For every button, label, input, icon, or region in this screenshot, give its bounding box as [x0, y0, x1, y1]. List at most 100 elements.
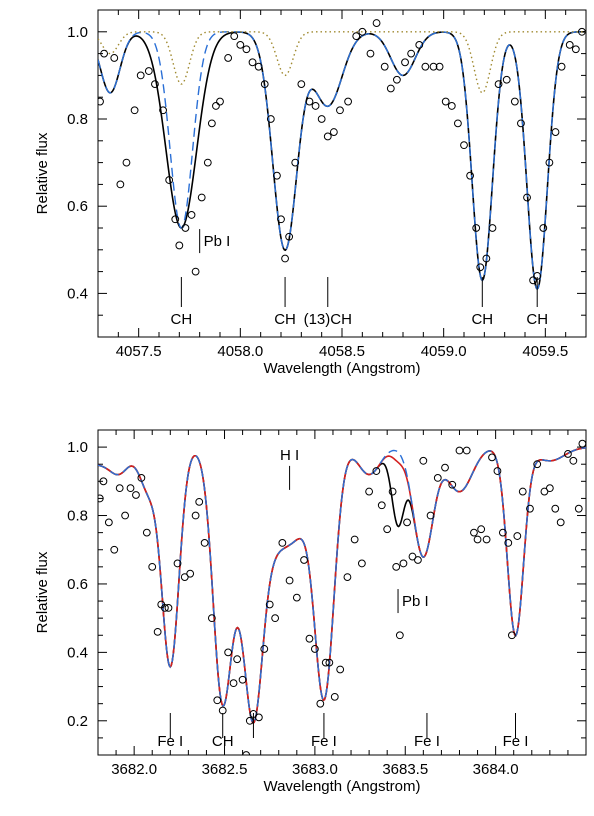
- chart-panel-1: 4057.5 4058.0 4058.5 4059.0 4059.5 0.4 0.6 0.8 1…: [34, 9, 587, 377]
- observed-point: [207, 119, 216, 128]
- observed-point: [187, 211, 196, 219]
- observed-point: [265, 600, 274, 609]
- annotation-label: Pb I: [204, 233, 231, 250]
- observed-point: [399, 559, 408, 568]
- observed-point: [419, 456, 428, 465]
- observed-point: [311, 102, 320, 110]
- chart-panel-2: 3682.0 3682.5 3683.0 3683.5 3684.0 0.2 0.4 0.6 0…: [34, 429, 587, 795]
- observed-point: [482, 535, 491, 544]
- observed-point: [266, 115, 275, 123]
- observed-point: [142, 528, 151, 537]
- observed-point: [571, 45, 580, 54]
- model-spectrum-solid-1: [98, 446, 586, 725]
- observed-point: [100, 49, 108, 58]
- observed-point: [212, 102, 220, 110]
- plot-area: [98, 439, 586, 755]
- observed-point: [218, 706, 227, 715]
- observed-point: [110, 54, 119, 62]
- observed-point: [126, 484, 135, 493]
- observed-point: [236, 40, 245, 49]
- observed-point: [466, 171, 475, 180]
- observed-point: [137, 473, 146, 482]
- model-spectrum-dotted-3: [98, 31, 586, 94]
- line-id-label: CH: [526, 311, 548, 328]
- observed-point: [395, 631, 404, 640]
- observed-point: [421, 62, 430, 71]
- observed-point: [271, 614, 280, 623]
- observed-point: [200, 538, 209, 547]
- observed-point: [197, 193, 206, 202]
- line-id-label: CH: [171, 311, 193, 328]
- observed-point: [523, 193, 531, 202]
- observed-point: [130, 106, 139, 115]
- observed-point: [556, 518, 565, 527]
- observed-point: [476, 263, 485, 272]
- model-spectrum-dashed-3: [98, 447, 586, 724]
- observed-point: [203, 158, 212, 167]
- observed-point: [352, 32, 361, 41]
- plot-area: [98, 19, 586, 291]
- observed-point: [260, 645, 269, 653]
- observed-point: [165, 176, 174, 184]
- observed-point: [159, 106, 167, 115]
- observed-point: [408, 552, 417, 561]
- observed-point: [472, 224, 481, 232]
- observed-point: [248, 58, 257, 67]
- observed-point: [435, 62, 444, 71]
- observed-point: [447, 102, 456, 110]
- observed-point: [207, 614, 216, 623]
- y-axis-title: Relative flux: [34, 551, 51, 633]
- y-tick-label: 0.6: [67, 198, 88, 215]
- observed-point: [336, 106, 344, 115]
- observed-point: [551, 128, 560, 136]
- observed-point: [98, 97, 104, 106]
- observed-point: [305, 634, 314, 643]
- observed-point: [460, 141, 468, 150]
- observed-point: [321, 658, 330, 667]
- x-tick-label: 4059.0: [421, 343, 467, 360]
- y-tick-label: 0.6: [67, 576, 88, 593]
- y-axis-title: Relative flux: [34, 132, 51, 214]
- observed-point: [191, 511, 200, 520]
- observed-point: [285, 232, 294, 241]
- observed-point: [414, 556, 422, 564]
- observed-point: [448, 480, 457, 489]
- observed-point: [564, 450, 572, 458]
- observed-point: [518, 487, 527, 496]
- observed-point: [366, 49, 375, 58]
- line-id-label: CH: [274, 311, 296, 328]
- observed-point: [229, 679, 238, 688]
- observed-point: [116, 180, 125, 189]
- observed-point: [330, 692, 339, 701]
- observed-point: [526, 504, 534, 513]
- x-tick-label: 4059.5: [522, 343, 568, 360]
- x-tick-label: 3682.0: [111, 761, 157, 778]
- y-tick-label: 0.4: [67, 644, 88, 661]
- x-tick-label: 3683.5: [382, 761, 428, 778]
- observed-point: [242, 45, 251, 54]
- observed-point: [494, 80, 503, 89]
- observed-point: [160, 603, 169, 612]
- observed-point: [316, 699, 325, 708]
- observed-point: [462, 446, 471, 455]
- observed-point: [545, 158, 554, 167]
- observed-point: [392, 562, 401, 571]
- observed-point: [213, 696, 222, 705]
- observed-point: [181, 224, 190, 232]
- observed-point: [454, 119, 462, 128]
- observed-point: [393, 75, 401, 84]
- observed-point: [578, 27, 586, 36]
- observed-point: [242, 751, 251, 755]
- observed-point: [297, 80, 306, 89]
- observed-point: [470, 528, 478, 537]
- observed-point: [551, 504, 560, 513]
- observed-point: [224, 54, 233, 62]
- x-tick-label: 4058.0: [217, 343, 263, 360]
- observed-point: [574, 504, 583, 513]
- observed-point: [310, 645, 319, 653]
- observed-point: [173, 559, 182, 568]
- observed-point: [291, 158, 300, 167]
- observed-point: [350, 535, 359, 544]
- observed-point: [144, 67, 153, 75]
- observed-point: [323, 132, 332, 141]
